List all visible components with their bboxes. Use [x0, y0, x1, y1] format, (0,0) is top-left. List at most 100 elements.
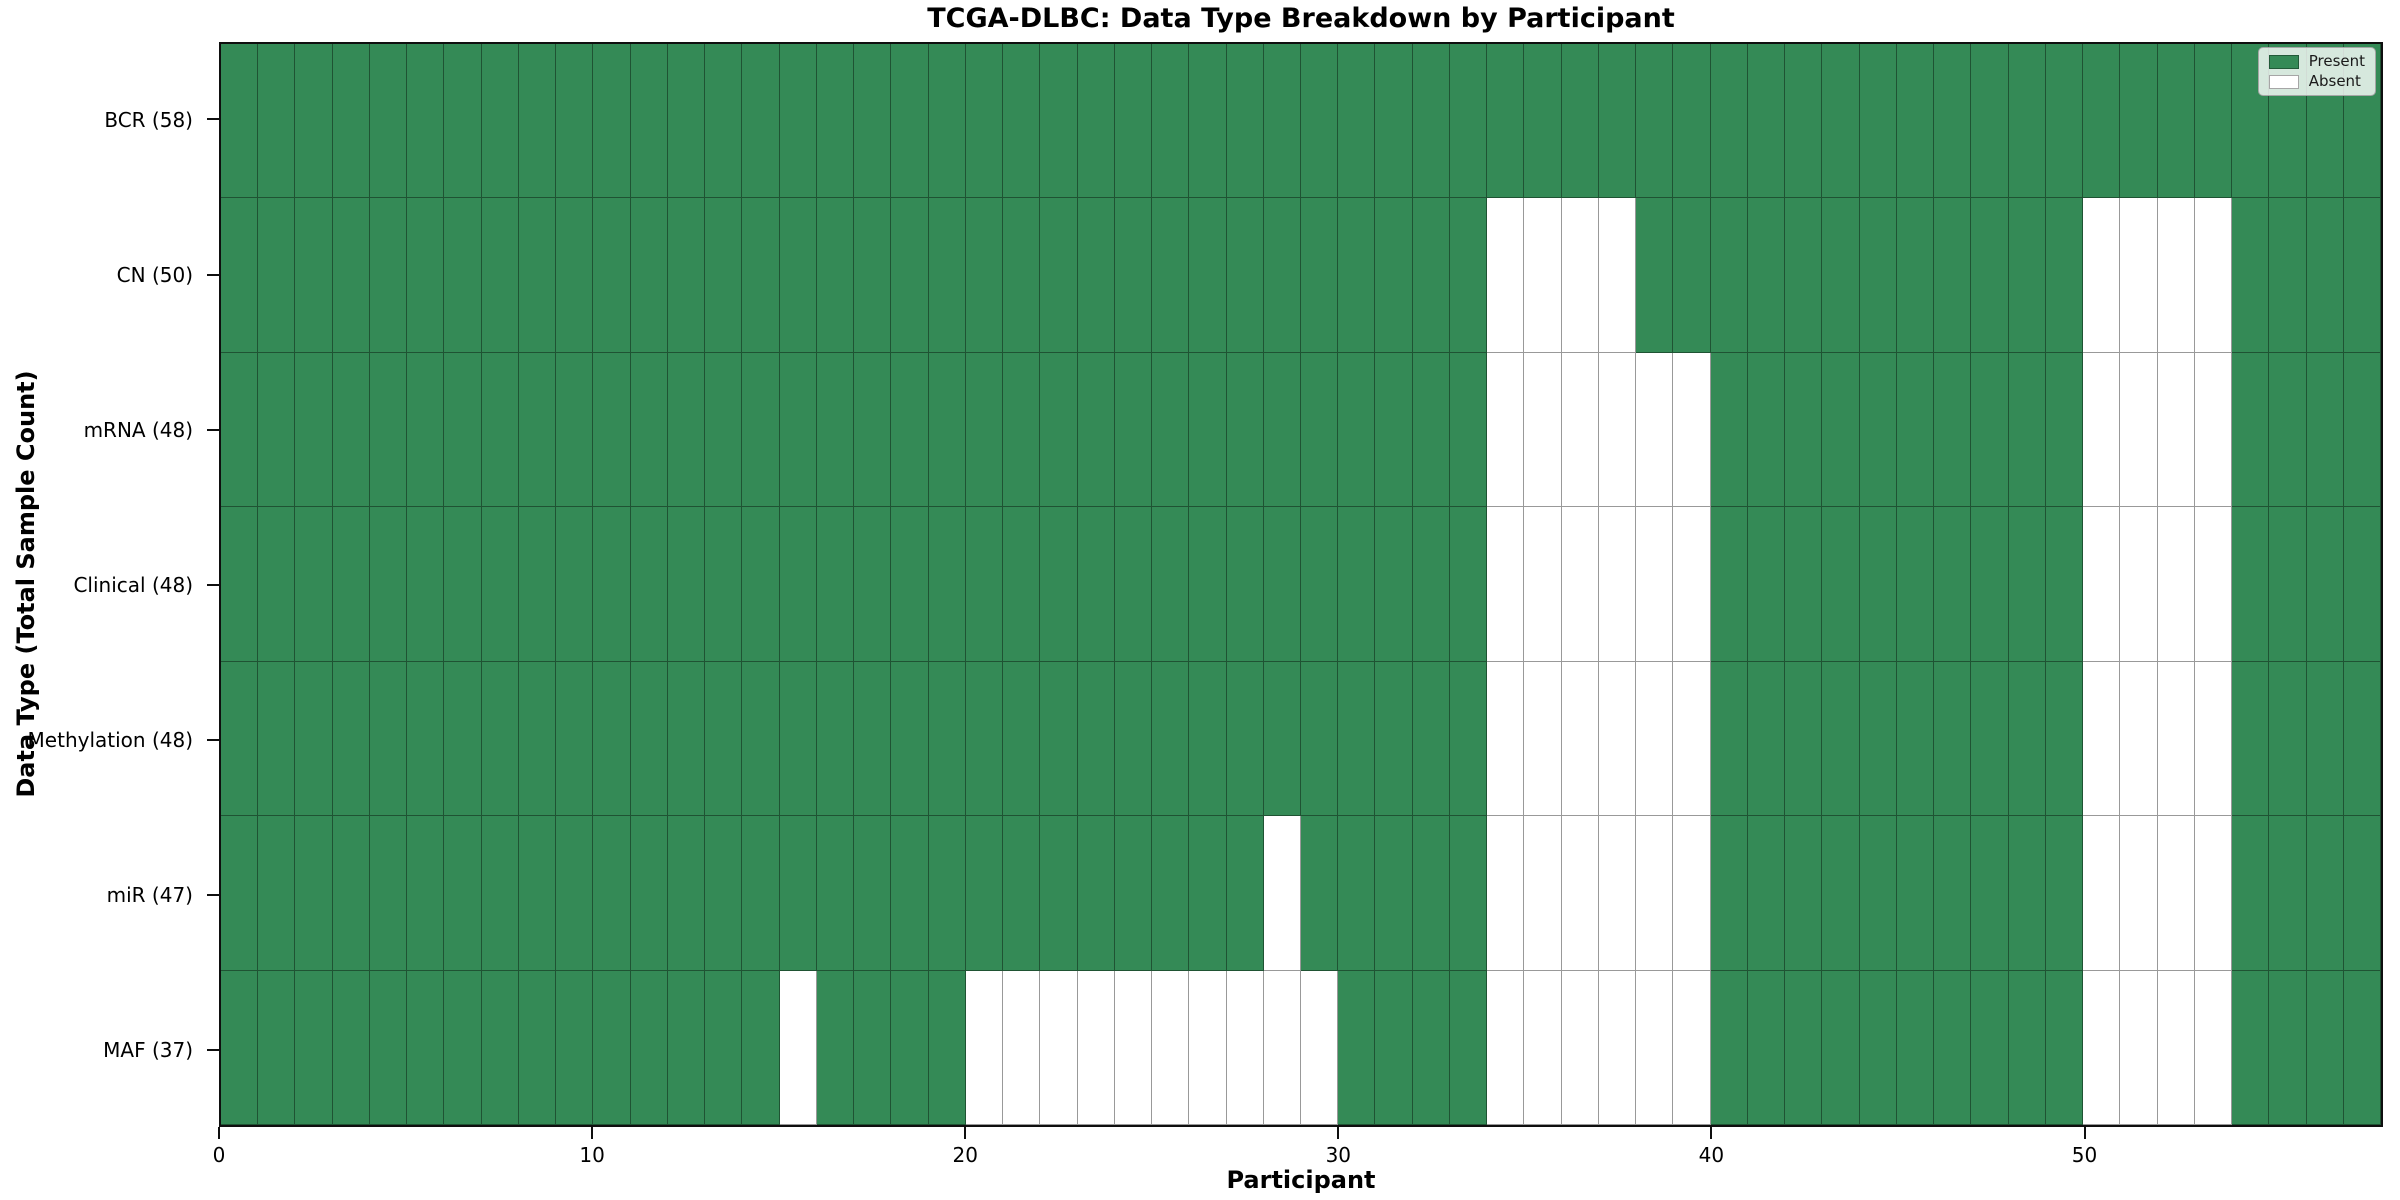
- heatmap-cell: [1859, 970, 1897, 1125]
- heatmap-cell: [295, 352, 333, 508]
- y-tick-label: MAF (37): [103, 1037, 193, 1062]
- x-tick-label: 40: [1698, 1143, 1725, 1167]
- heatmap-cell: [1561, 970, 1599, 1125]
- heatmap-cell: [1710, 661, 1748, 817]
- heatmap-cell: [1449, 44, 1488, 199]
- heatmap-cell: [1971, 352, 2009, 508]
- heatmap-cell: [2269, 661, 2307, 817]
- heatmap-cell: [1114, 198, 1153, 353]
- y-tick-mark: [207, 583, 219, 586]
- heatmap-cell: [2008, 970, 2046, 1125]
- x-tick-mark: [591, 1127, 594, 1139]
- heatmap-cell: [891, 352, 929, 508]
- heatmap-cell: [2232, 661, 2270, 817]
- heatmap-cell: [1747, 198, 1786, 353]
- heatmap-cell: [2120, 352, 2158, 508]
- heatmap-cell: [705, 198, 743, 353]
- heatmap-cell: [816, 352, 855, 508]
- heatmap-cell: [1934, 198, 1972, 353]
- heatmap-cell: [891, 44, 929, 199]
- heatmap-cell: [1152, 970, 1190, 1125]
- heatmap-cell: [965, 970, 1004, 1125]
- heatmap-cell: [667, 661, 706, 817]
- heatmap-cell: [1412, 352, 1450, 508]
- heatmap-cell: [1152, 44, 1190, 199]
- heatmap-cell: [1561, 44, 1599, 199]
- heatmap-cell: [1412, 507, 1450, 662]
- heatmap-cell: [1636, 198, 1674, 353]
- heatmap-cell: [2269, 970, 2307, 1125]
- heatmap-cell: [1338, 507, 1376, 662]
- heatmap-cell: [407, 816, 445, 971]
- heatmap-cell: [2008, 507, 2046, 662]
- heatmap-cell: [1412, 44, 1450, 199]
- heatmap-cell: [1226, 198, 1264, 353]
- heatmap-cell: [556, 198, 594, 353]
- heatmap-cell: [2306, 352, 2344, 508]
- heatmap-cell: [1487, 507, 1525, 662]
- heatmap-cell: [2343, 352, 2381, 508]
- heatmap-cell: [1971, 44, 2009, 199]
- heatmap-cell: [518, 507, 557, 662]
- heatmap-cell: [556, 44, 594, 199]
- heatmap-cell: [221, 507, 259, 662]
- heatmap-cell: [2120, 198, 2158, 353]
- heatmap-cell: [742, 198, 780, 353]
- heatmap-cell: [2008, 198, 2046, 353]
- heatmap-cell: [1561, 661, 1599, 817]
- heatmap-cell: [444, 970, 482, 1125]
- heatmap-cell: [1152, 507, 1190, 662]
- heatmap-cell: [630, 661, 668, 817]
- heatmap-cell: [1710, 352, 1748, 508]
- heatmap-cell: [705, 970, 743, 1125]
- heatmap-cell: [2306, 816, 2344, 971]
- heatmap-cell: [1263, 507, 1301, 662]
- heatmap-cell: [1971, 970, 2009, 1125]
- heatmap-cell: [407, 352, 445, 508]
- heatmap-cell: [593, 198, 631, 353]
- heatmap-cell: [2157, 198, 2195, 353]
- heatmap-cell: [2194, 661, 2233, 817]
- heatmap-cell: [667, 816, 706, 971]
- heatmap-cell: [1077, 661, 1115, 817]
- heatmap-cell: [444, 352, 482, 508]
- heatmap-cell: [891, 198, 929, 353]
- heatmap-cell: [854, 44, 892, 199]
- heatmap-cell: [258, 816, 296, 971]
- heatmap-cell: [332, 198, 370, 353]
- x-tick-label: 50: [2071, 1143, 2098, 1167]
- heatmap-cell: [295, 661, 333, 817]
- heatmap-cell: [1673, 198, 1711, 353]
- heatmap-cell: [1300, 816, 1339, 971]
- heatmap-cell: [667, 352, 706, 508]
- legend-entry-absent: Absent: [2268, 74, 2365, 89]
- heatmap-cell: [2120, 661, 2158, 817]
- heatmap-cell: [1189, 44, 1227, 199]
- heatmap-cell: [854, 816, 892, 971]
- heatmap-cell: [965, 816, 1004, 971]
- heatmap-cell: [1785, 970, 1823, 1125]
- heatmap-cell: [816, 816, 855, 971]
- heatmap-cell: [1114, 661, 1153, 817]
- heatmap-cell: [518, 198, 557, 353]
- heatmap-cell: [1412, 816, 1450, 971]
- heatmap-cell: [1598, 352, 1637, 508]
- heatmap-cell: [1561, 198, 1599, 353]
- heatmap-cell: [295, 198, 333, 353]
- heatmap-cell: [1003, 661, 1041, 817]
- heatmap-cell: [1896, 816, 1935, 971]
- heatmap-cell: [518, 352, 557, 508]
- heatmap-cell: [854, 198, 892, 353]
- heatmap-cell: [705, 816, 743, 971]
- heatmap-cell: [2269, 507, 2307, 662]
- heatmap-cell: [2045, 198, 2084, 353]
- heatmap-cell: [1934, 661, 1972, 817]
- heatmap-cell: [295, 44, 333, 199]
- heatmap-cell: [1189, 507, 1227, 662]
- heatmap-cell: [891, 816, 929, 971]
- heatmap-cell: [705, 352, 743, 508]
- heatmap-cell: [2232, 970, 2270, 1125]
- heatmap-cell: [1636, 661, 1674, 817]
- heatmap-cell: [742, 44, 780, 199]
- heatmap-cell: [1077, 198, 1115, 353]
